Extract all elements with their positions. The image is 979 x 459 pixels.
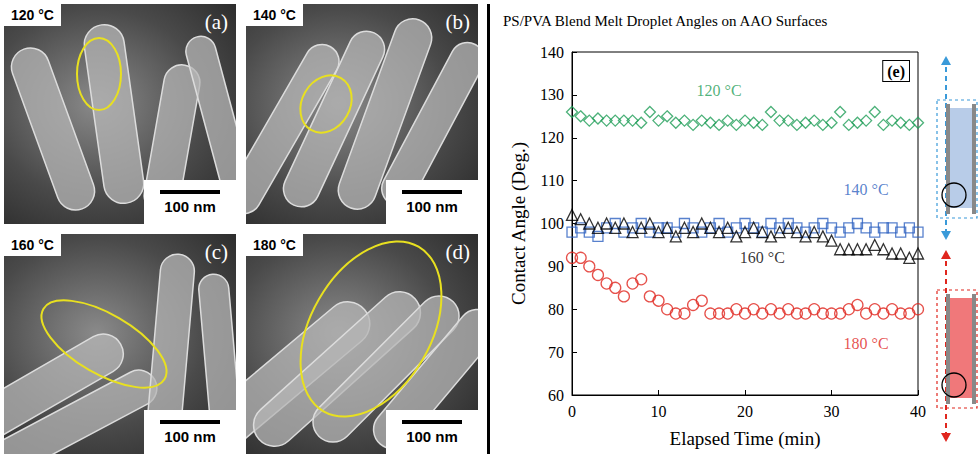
- svg-text:Elapsed Time (min): Elapsed Time (min): [670, 428, 821, 450]
- svg-text:40: 40: [910, 403, 926, 420]
- html-text:(c): (c): [204, 240, 228, 264]
- svg-text:140 °C: 140 °C: [844, 181, 889, 198]
- html-text:100 nm: 100 nm: [164, 198, 216, 215]
- svg-text:120 °C: 120 °C: [697, 82, 742, 99]
- svg-text:PS/PVA Blend Melt Droplet Angl: PS/PVA Blend Melt Droplet Angles on AAO …: [503, 13, 827, 29]
- svg-text:90: 90: [548, 258, 564, 275]
- html-text:160 °C: 160 °C: [11, 237, 54, 253]
- svg-text:0: 0: [568, 403, 576, 420]
- svg-text:Contact Angle (Deg.): Contact Angle (Deg.): [508, 142, 530, 305]
- svg-text:100: 100: [540, 215, 564, 232]
- svg-text:(e): (e): [887, 63, 905, 81]
- svg-text:70: 70: [548, 344, 564, 361]
- svg-text:80: 80: [548, 301, 564, 318]
- html-text:100 nm: 100 nm: [406, 198, 458, 215]
- html-text:(d): (d): [445, 240, 470, 264]
- svg-text:160 °C: 160 °C: [740, 249, 785, 266]
- svg-text:140: 140: [540, 44, 564, 61]
- svg-text:120: 120: [540, 129, 564, 146]
- svg-text:60: 60: [548, 387, 564, 404]
- html-text:(a): (a): [204, 10, 228, 34]
- svg-text:10: 10: [651, 403, 667, 420]
- svg-text:110: 110: [541, 172, 564, 189]
- svg-text:130: 130: [540, 86, 564, 103]
- svg-text:20: 20: [737, 403, 753, 420]
- html-text:120 °C: 120 °C: [11, 7, 54, 23]
- svg-text:30: 30: [824, 403, 840, 420]
- html-text:100 nm: 100 nm: [406, 428, 458, 445]
- svg-text:180 °C: 180 °C: [844, 335, 889, 352]
- html-text:140 °C: 140 °C: [253, 7, 296, 23]
- html-text:180 °C: 180 °C: [253, 237, 296, 253]
- html-text:100 nm: 100 nm: [164, 428, 216, 445]
- html-text:(b): (b): [445, 10, 470, 34]
